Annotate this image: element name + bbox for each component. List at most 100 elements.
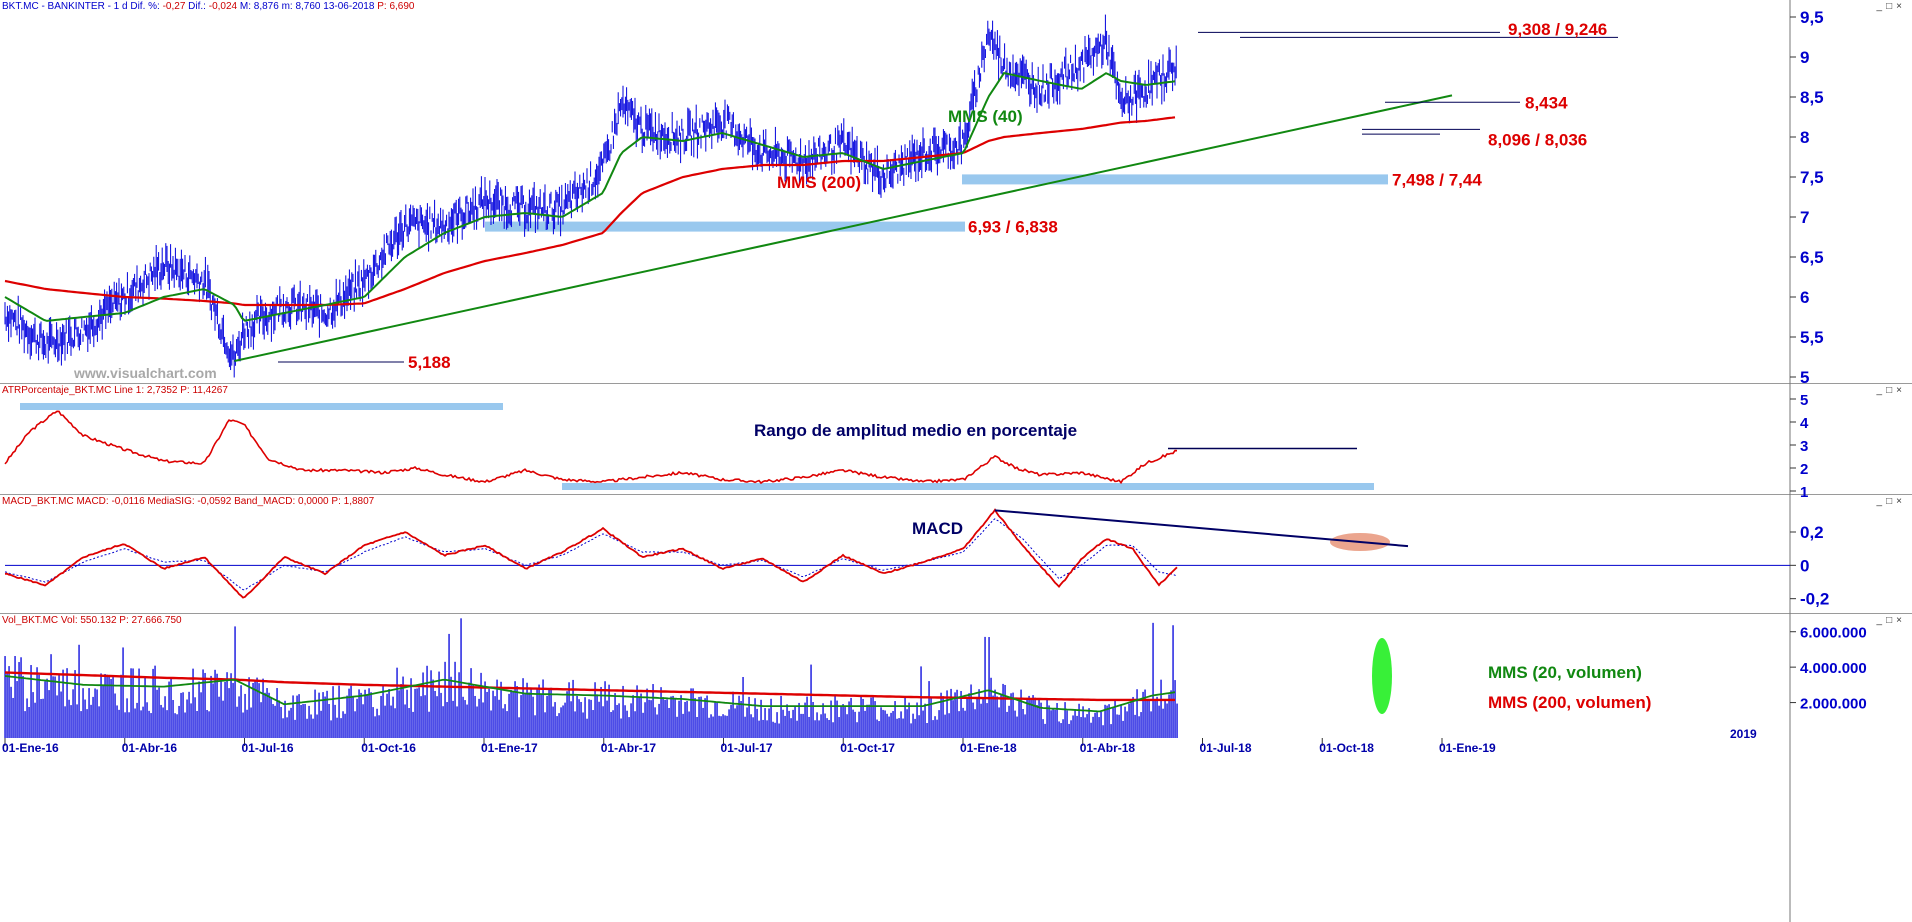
volume-bar: [814, 720, 816, 738]
volume-bar: [954, 692, 956, 738]
volume-bar: [652, 684, 654, 738]
price-ytick-label: 6: [1800, 288, 1809, 307]
x-tick-label: 01-Abr-18: [1080, 741, 1136, 755]
volume-bar: [828, 719, 830, 738]
volume-bar: [986, 703, 988, 738]
volume-bar: [72, 689, 74, 738]
volume-bar: [748, 696, 750, 738]
volume-bar: [800, 713, 802, 738]
volume-bar: [266, 688, 268, 738]
volume-bar: [584, 697, 586, 738]
volume-bar: [466, 704, 468, 738]
volume-bar: [646, 688, 648, 738]
volume-bar: [756, 708, 758, 738]
volume-bar: [696, 716, 698, 738]
volume-bar: [562, 705, 564, 738]
volume-bar: [498, 699, 500, 738]
volume-bar: [24, 711, 26, 738]
volume-bar: [880, 707, 882, 738]
volume-bar: [302, 704, 304, 738]
volume-bar: [496, 679, 498, 738]
volume-bar: [990, 677, 992, 738]
volume-bar: [750, 714, 752, 738]
volume-bar: [726, 715, 728, 738]
volume-bar: [258, 683, 260, 738]
low-5188-label: 5,188: [408, 353, 451, 372]
atr-ytick-label: 3: [1800, 438, 1808, 455]
atr-panel[interactable]: ATRPorcentaje_BKT.MC Line 1: 2,7352 P: 1…: [0, 384, 1912, 501]
volume-bar: [684, 701, 686, 738]
volume-bar: [198, 681, 200, 738]
vol-window-buttons[interactable]: _□×: [1876, 615, 1906, 626]
volume-bar: [386, 693, 388, 738]
volume-bar: [710, 714, 712, 738]
volume-bar: [906, 709, 908, 738]
volume-bar: [970, 684, 972, 738]
vol-mms-20-line: [4, 675, 1176, 713]
volume-bar: [994, 689, 996, 738]
volume-bar: [480, 672, 482, 738]
volume-bar: [444, 661, 446, 738]
volume-bar: [1122, 720, 1124, 738]
volume-bar: [1166, 703, 1168, 738]
vol-mms-200-label: MMS (200, volumen): [1488, 693, 1651, 712]
price-window-buttons[interactable]: _□×: [1876, 1, 1906, 12]
volume-bar: [582, 712, 584, 738]
volume-bar: [188, 691, 190, 738]
volume-bar: [270, 697, 272, 738]
volume-bar: [1162, 708, 1164, 738]
volume-bar: [180, 692, 182, 738]
volume-bar: [120, 674, 122, 738]
volume-bar: [764, 708, 766, 738]
volume-bar: [780, 695, 782, 738]
volume-bar: [976, 697, 978, 738]
macd-panel[interactable]: MACD_BKT.MC MACD: -0,0116 MediaSIG: -0,0…: [0, 495, 1912, 614]
volume-bar: [220, 679, 222, 738]
volume-bar: [348, 688, 350, 738]
volume-bar: [194, 697, 196, 738]
volume-bar: [352, 697, 354, 738]
volume-bar: [250, 707, 252, 738]
volume-bar: [232, 682, 234, 738]
volume-bar: [690, 688, 692, 738]
volume-bar: [930, 697, 932, 738]
volume-bar: [392, 696, 394, 738]
price-panel[interactable]: BKT.MC - BANKINTER - 1 d Dif. %: -0,27 D…: [0, 0, 1912, 387]
volume-bar: [482, 702, 484, 738]
volume-bar: [456, 706, 458, 738]
atr-band-bottom: [562, 483, 1374, 490]
volume-bar: [58, 674, 60, 738]
macd-window-buttons[interactable]: _□×: [1876, 496, 1906, 507]
volume-bar: [472, 685, 474, 738]
volume-bar: [524, 694, 526, 738]
volume-bar: [920, 666, 922, 738]
volume-bar: [818, 720, 820, 738]
volume-bar: [134, 708, 136, 738]
volume-bar: [962, 707, 964, 738]
volume-bar: [150, 713, 152, 738]
volume-bar: [1124, 706, 1126, 738]
volume-bar: [88, 688, 90, 738]
volume-bar: [1088, 708, 1090, 738]
volume-bar: [656, 714, 658, 738]
volume-bar: [304, 703, 306, 738]
volume-bar: [154, 665, 156, 738]
volume-bar: [596, 694, 598, 738]
volume-bar: [308, 705, 310, 738]
volume-bar: [578, 699, 580, 738]
x-tick-label: 01-Ene-19: [1439, 741, 1496, 755]
volume-bar: [522, 678, 524, 738]
volume-bar: [54, 676, 56, 738]
volume-bar: [706, 695, 708, 738]
volume-panel[interactable]: Vol_BKT.MC Vol: 550.132 P: 27.666.750 _□…: [0, 614, 1912, 922]
volume-bar: [1000, 694, 1002, 738]
volume-bar: [408, 708, 410, 738]
volume-bar: [360, 692, 362, 738]
volume-bar: [254, 680, 256, 738]
x-tick-label: 01-Oct-17: [840, 741, 895, 755]
volume-bar: [274, 705, 276, 738]
volume-bar: [426, 665, 428, 738]
volume-bar: [48, 690, 50, 738]
volume-bar: [576, 695, 578, 738]
atr-window-buttons[interactable]: _□×: [1876, 385, 1906, 396]
